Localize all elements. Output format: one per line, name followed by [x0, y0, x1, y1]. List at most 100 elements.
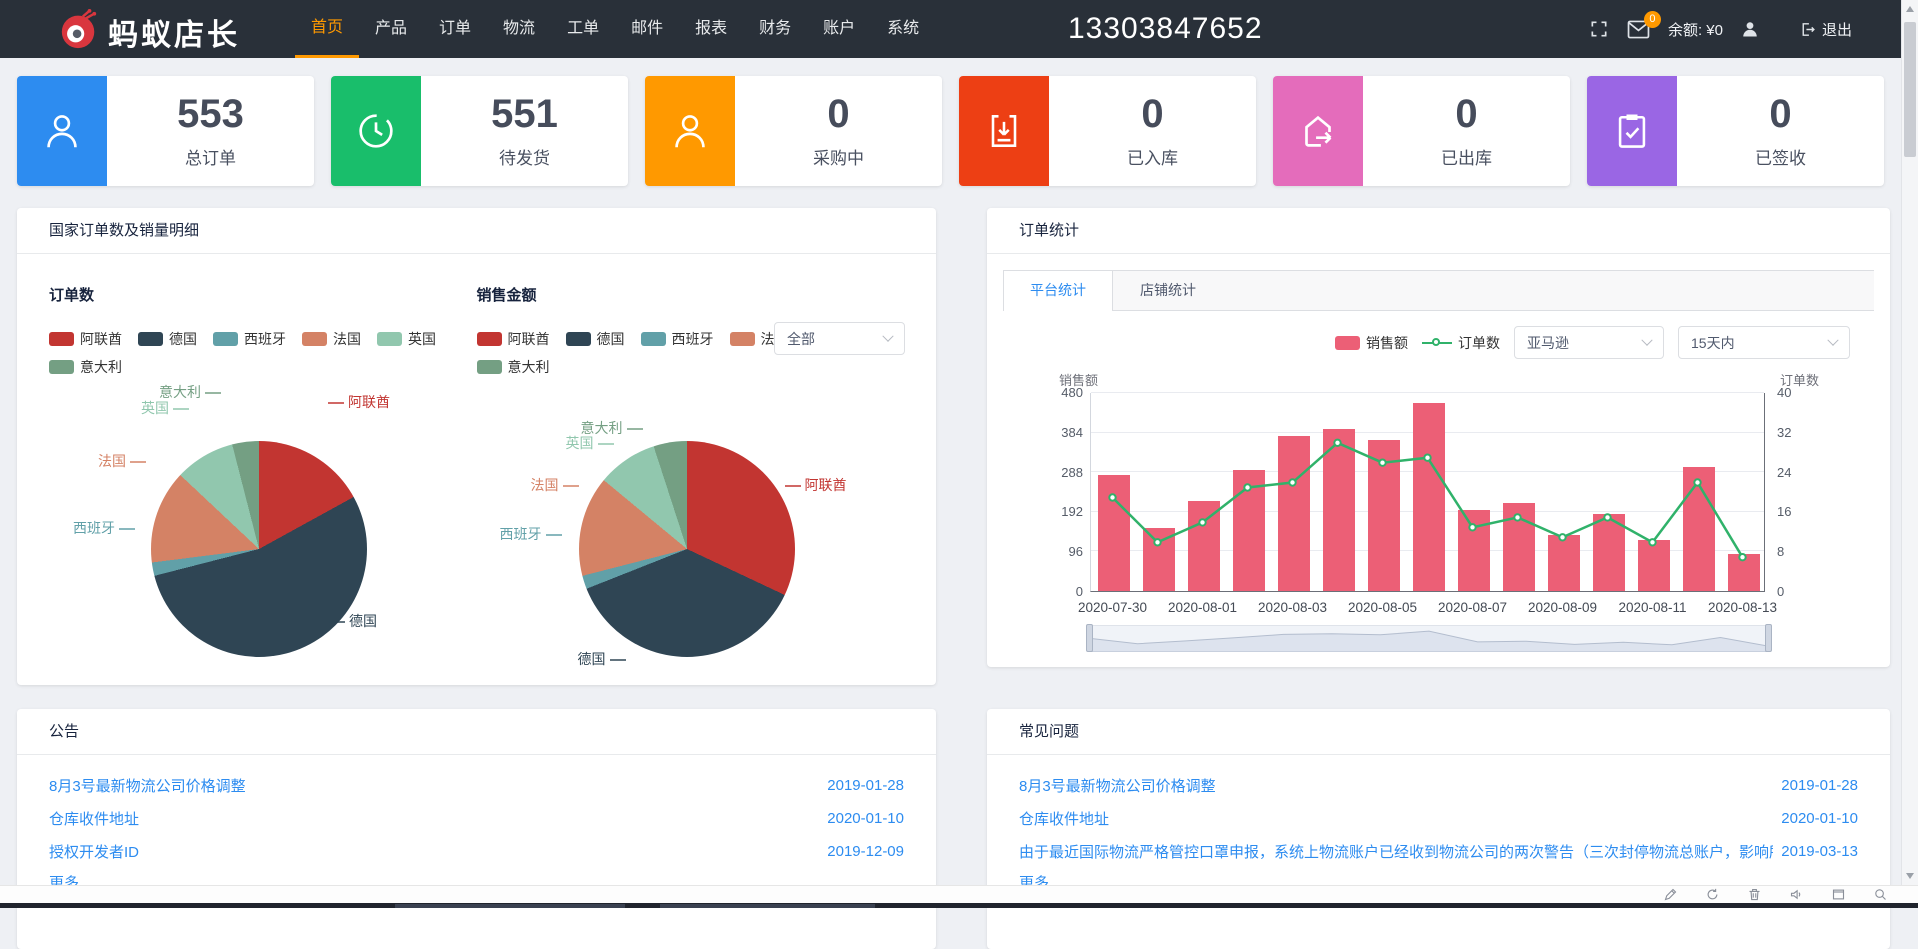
legend-item-西班牙[interactable]: 西班牙	[213, 329, 286, 349]
nav-item-10[interactable]: 系统	[887, 20, 920, 37]
announcements-list: 8月3号最新物流公司价格调整 2019-01-28 仓库收件地址 2020-01-10…	[17, 755, 936, 893]
nav-item-4[interactable]: 物流	[503, 20, 536, 37]
legend-label: 意大利	[507, 359, 550, 375]
stat-card-value: 0	[1141, 91, 1164, 136]
nav-item-2[interactable]: 产品	[375, 20, 408, 37]
bar-2020-08-06[interactable]	[1412, 403, 1445, 591]
bar-2020-07-31[interactable]	[1142, 528, 1175, 591]
legend-item-阿联酋[interactable]: 阿联酋	[49, 329, 122, 349]
pie-chart[interactable]	[578, 441, 795, 657]
notice-link[interactable]: 授权开发者ID	[49, 844, 140, 861]
message-count-badge: 0	[1643, 10, 1661, 28]
legend-item-意大利[interactable]: 意大利	[476, 357, 550, 377]
right-tick-0: 0	[1777, 584, 1785, 599]
bar-2020-08-03[interactable]	[1277, 435, 1310, 591]
scroll-up-arrow-icon[interactable]	[1906, 6, 1914, 12]
window-icon[interactable]	[1831, 887, 1846, 902]
nav-item-6[interactable]: 邮件	[631, 20, 664, 37]
nav-item-9[interactable]: 账户	[823, 20, 856, 37]
order-stats-panel: 订单统计 平台统计 店铺统计 销售额 订单数 亚马逊 15天内 销售额 订单数 0 0 9…	[987, 208, 1890, 667]
bar-2020-08-09[interactable]	[1547, 535, 1580, 591]
chevron-down-icon	[1641, 334, 1653, 346]
list-item: 由于最近国际物流严格管控口罩申报，系统上物流账户已经收到物流公司的两次警告（三次…	[1019, 835, 1858, 868]
pen-icon[interactable]	[1663, 887, 1678, 902]
platform-dropdown[interactable]: 亚马逊	[1514, 326, 1664, 359]
stat-card-label: 待发货	[499, 148, 550, 168]
bar-2020-08-12[interactable]	[1682, 466, 1715, 591]
legend-item-阿联酋[interactable]: 阿联酋	[476, 329, 550, 349]
bar-2020-08-01[interactable]	[1187, 500, 1220, 591]
bar-2020-08-11[interactable]	[1637, 539, 1670, 591]
legend-item-西班牙[interactable]: 西班牙	[640, 329, 714, 349]
scroll-down-arrow-icon[interactable]	[1906, 873, 1914, 879]
list-item: 授权开发者ID 2019-12-09	[49, 835, 904, 868]
notice-link[interactable]: 仓库收件地址	[1019, 811, 1110, 828]
logout-button[interactable]: 退出	[1799, 19, 1852, 40]
legend-swatch	[476, 360, 502, 374]
nav-phone-number: 13303847652	[1068, 12, 1263, 45]
refresh-icon[interactable]	[1705, 887, 1720, 902]
stat-card-label: 采购中	[813, 148, 864, 168]
legend-swatch	[729, 332, 755, 346]
person-icon	[645, 76, 735, 186]
statusbar-icons	[1663, 887, 1888, 902]
nav-item-8[interactable]: 财务	[759, 20, 792, 37]
stat-card-value: 0	[1769, 91, 1792, 136]
bar-2020-07-30[interactable]	[1097, 474, 1130, 591]
scrollbar-thumb[interactable]	[1904, 22, 1916, 157]
stat-card-label: 已入库	[1127, 148, 1178, 168]
nav-item-7[interactable]: 报表	[695, 20, 728, 37]
vertical-scrollbar[interactable]	[1901, 0, 1918, 885]
orders-pie-column: 订单数 阿联酋 德国 西班牙 法国 英国 意大利 阿联酋 德国 西班牙 法国 英国 意大利	[49, 276, 477, 707]
legend-item-英国[interactable]: 英国	[377, 329, 436, 349]
legend-item-法国[interactable]: 法国	[302, 329, 361, 349]
notice-link[interactable]: 仓库收件地址	[49, 811, 140, 828]
datazoom-slider[interactable]	[1086, 624, 1772, 653]
legend-item-德国[interactable]: 德国	[138, 329, 197, 349]
tab-shop-stats[interactable]: 店铺统计	[1140, 282, 1196, 298]
user-icon[interactable]	[1741, 20, 1759, 38]
messages-icon[interactable]: 0	[1627, 10, 1661, 39]
pie-slice-label-法国: 法国	[531, 475, 583, 495]
nav-item-3[interactable]: 订单	[439, 20, 472, 37]
bar-2020-08-07[interactable]	[1457, 510, 1490, 591]
tab-platform-stats[interactable]: 平台统计	[1003, 270, 1113, 311]
nav-item-1[interactable]: 首页	[295, 0, 360, 58]
legend-label: 意大利	[80, 359, 122, 375]
logout-label: 退出	[1821, 21, 1852, 39]
legend-orders[interactable]: 订单数	[1422, 333, 1500, 353]
ant-logo-icon	[58, 8, 100, 55]
chevron-down-icon	[882, 330, 894, 342]
bar-2020-08-08[interactable]	[1502, 503, 1535, 591]
date-range-dropdown[interactable]: 15天内	[1678, 326, 1850, 359]
legend-swatch	[213, 332, 238, 346]
pie-title: 销售金额	[476, 287, 537, 304]
bar-2020-08-02[interactable]	[1232, 469, 1265, 591]
datazoom-handle-left[interactable]	[1086, 624, 1093, 652]
legend-item-意大利[interactable]: 意大利	[49, 357, 122, 377]
stat-card-5: 0 已出库	[1273, 76, 1570, 186]
bar-2020-08-04[interactable]	[1322, 429, 1355, 591]
notice-link[interactable]: 8月3号最新物流公司价格调整	[49, 778, 246, 795]
legend-sales[interactable]: 销售额	[1335, 333, 1408, 353]
stat-card-info: 553 总订单	[107, 76, 314, 186]
bar-2020-08-13[interactable]	[1727, 554, 1760, 591]
plot-area	[1090, 392, 1765, 592]
bar-2020-08-05[interactable]	[1367, 439, 1400, 591]
stat-card-4: 0 已入库	[959, 76, 1256, 186]
country-filter-dropdown[interactable]: 全部	[774, 322, 905, 355]
nav-item-5[interactable]: 工单	[567, 20, 600, 37]
datazoom-handle-right[interactable]	[1765, 624, 1772, 652]
speaker-icon[interactable]	[1789, 887, 1804, 902]
legend-label: 法国	[333, 331, 361, 347]
notice-link[interactable]: 8月3号最新物流公司价格调整	[1019, 778, 1216, 795]
notice-date: 2019-03-13	[1781, 843, 1858, 860]
legend-item-德国[interactable]: 德国	[565, 329, 625, 349]
bar-2020-08-10[interactable]	[1592, 514, 1625, 591]
brand[interactable]: 蚂蚁店长	[58, 8, 240, 55]
trash-icon[interactable]	[1747, 887, 1762, 902]
pie-chart[interactable]	[151, 441, 367, 657]
notice-link[interactable]: 由于最近国际物流严格管控口罩申报，系统上物流账户已经收到物流公司的两次警告（三次…	[1019, 844, 1773, 861]
search-icon[interactable]	[1873, 887, 1888, 902]
fullscreen-icon[interactable]	[1589, 19, 1609, 39]
